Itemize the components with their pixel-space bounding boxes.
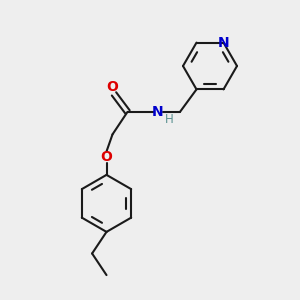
- Text: N: N: [152, 105, 163, 119]
- Text: H: H: [165, 113, 174, 126]
- Text: O: O: [100, 150, 112, 164]
- Text: N: N: [218, 36, 229, 50]
- Text: O: O: [106, 80, 119, 94]
